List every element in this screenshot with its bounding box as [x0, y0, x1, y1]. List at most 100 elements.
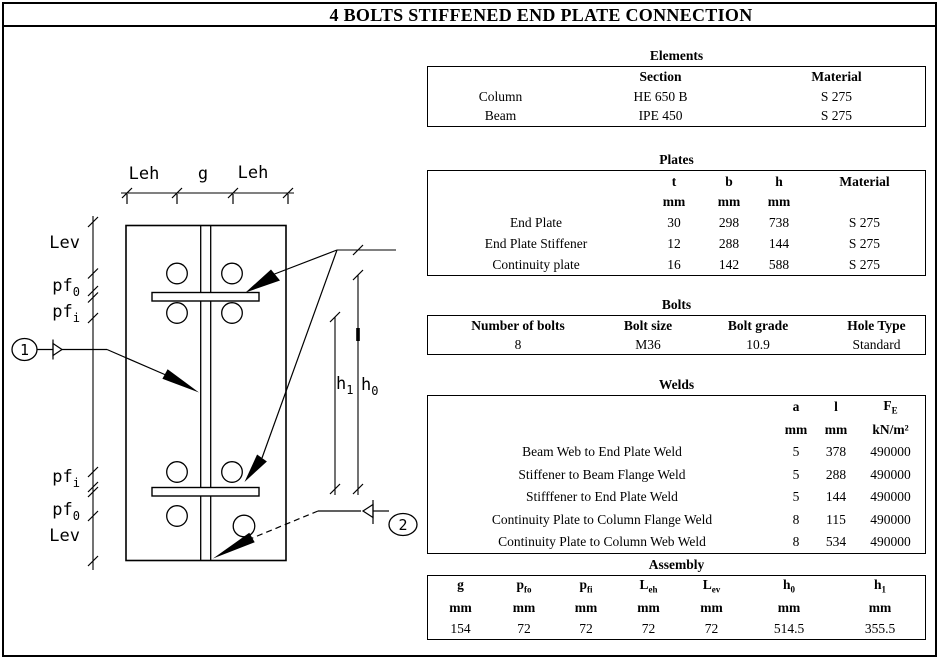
callout-2-bubble: [388, 512, 418, 537]
column-header: g: [457, 577, 464, 593]
leader-arrow-icon: [162, 369, 199, 393]
dim-ticks-h: [329, 244, 364, 495]
dim-label-leh-right: Leh: [238, 163, 269, 183]
table-units-row: mm mm mm mm mm mm mm: [428, 597, 925, 618]
row-label: Beam Web to End Plate Weld: [522, 444, 682, 460]
callout-1-number: 1: [20, 341, 29, 359]
column-header: h0: [782, 577, 795, 595]
cell-value: 490000: [870, 511, 911, 527]
table-row: 8 M36 10.9 Standard: [428, 335, 925, 354]
cell-value: 534: [825, 533, 847, 549]
row-label: Stiffener to Beam Flange Weld: [518, 466, 686, 482]
unit-label: mm: [700, 599, 723, 615]
table-header-row: a l FE: [428, 396, 925, 418]
bolt-holes: [166, 262, 256, 538]
column-header: Hole Type: [847, 317, 906, 333]
bolts-table: Number of bolts Bolt size Bolt grade Hol…: [427, 315, 926, 355]
cell-value: 10.9: [746, 336, 770, 352]
cell-value: 5: [792, 444, 800, 460]
dim-label-lev-top: Lev: [49, 233, 80, 253]
cell-value: 355.5: [864, 620, 896, 636]
cell-value: 144: [825, 489, 847, 505]
bolt-hole: [221, 461, 243, 483]
bolts-table-title: Bolts: [661, 297, 692, 312]
column-header: Leh: [639, 577, 658, 595]
dim-ticks-top: [121, 187, 294, 204]
cell-value: S 275: [848, 215, 881, 231]
cell-value: 490000: [870, 533, 911, 549]
cell-value: 288: [825, 466, 847, 482]
cell-value: 490000: [870, 466, 911, 482]
cell-value: 514.5: [773, 620, 805, 636]
table-header-row: g pfo pfi Leh Lev h0 h1: [428, 576, 925, 597]
bolt-hole: [221, 262, 243, 285]
cell-value: S 275: [848, 256, 881, 272]
unit-label: mm: [784, 421, 808, 437]
cell-value: Standard: [852, 336, 901, 352]
elements-table: Section Material Column HE 650 B S 275 B…: [427, 66, 926, 127]
bolt-hole: [221, 302, 243, 324]
unit-label: mm: [662, 194, 686, 210]
cell-value: 142: [718, 256, 740, 272]
column-header: h: [775, 173, 783, 189]
column-header: Lev: [702, 577, 721, 595]
row-label: End Plate Stiffener: [484, 236, 588, 252]
cell-value: 72: [704, 620, 719, 636]
table-row: Beam IPE 450 S 275: [428, 106, 925, 126]
row-label: Beam: [484, 108, 517, 124]
assembly-table: g pfo pfi Leh Lev h0 h1 mm mm mm mm mm m…: [427, 575, 926, 640]
cell-value: 5: [792, 489, 800, 505]
column-header: a: [792, 399, 800, 415]
unit-label: mm: [574, 599, 598, 615]
cell-value: 115: [826, 511, 846, 527]
table-header-row: Number of bolts Bolt size Bolt grade Hol…: [428, 316, 925, 335]
cell-value: 30: [667, 215, 681, 231]
row-label: End Plate: [509, 215, 563, 231]
column-header: Bolt size: [623, 317, 673, 333]
cell-value: 154: [450, 620, 471, 636]
cell-value: 8: [792, 511, 800, 527]
welds-table: a l FE mm mm kN/m² Beam Web to End Plate…: [427, 395, 926, 554]
column-header: Bolt grade: [727, 317, 789, 333]
elements-table-title: Elements: [649, 48, 704, 63]
table-row: 154 72 72 72 72 514.5 355.5: [428, 618, 925, 639]
cell-value: 298: [718, 215, 740, 231]
unit-label: kN/m²: [872, 421, 909, 437]
cell-value: 144: [768, 236, 790, 252]
cell-value: 72: [579, 620, 593, 636]
drawing-labels: Leh g Leh Lev pf0 pfi pfi pf0 Lev h1 h0 …: [20, 163, 408, 546]
cell-value: S 275: [820, 88, 853, 104]
cell-value: 490000: [870, 444, 911, 460]
column-header: FE: [883, 397, 898, 416]
dim-label-pfi-top: pfi: [52, 302, 80, 325]
table-row: Continuity plate 16 142 588 S 275: [428, 254, 925, 275]
cell-value: 72: [517, 620, 531, 636]
unit-label: mm: [449, 599, 472, 615]
page-title: 4 BOLTS STIFFENED END PLATE CONNECTION: [329, 5, 753, 25]
unit-label: mm: [777, 599, 801, 615]
leader-arrow-icon: [245, 269, 280, 293]
dim-label-pf0-top: pf0: [52, 276, 80, 299]
assembly-table-title: Assembly: [648, 557, 705, 572]
beam-flange-upper: [151, 291, 260, 302]
column-header: Material: [839, 173, 890, 189]
cell-value: 288: [718, 236, 740, 252]
table-row: Continuity Plate to Column Flange Weld 8…: [428, 508, 925, 530]
unit-label: mm: [824, 421, 848, 437]
dim-label-leh-left: Leh: [129, 164, 160, 184]
column-header: pfo: [516, 577, 532, 595]
title-divider: [4, 25, 935, 27]
table-row: End Plate Stiffener 12 288 144 S 275: [428, 233, 925, 254]
bolt-hole: [166, 302, 188, 324]
row-label: Continuity Plate to Column Flange Weld: [491, 511, 713, 527]
bolt-hole: [166, 505, 188, 527]
unit-label: mm: [512, 599, 536, 615]
table-row: Stiffener to Beam Flange Weld 5 288 4900…: [428, 463, 925, 485]
table-row: Continuity Plate to Column Web Weld 8 53…: [428, 531, 925, 553]
connection-drawing: Leh g Leh Lev pf0 pfi pfi pf0 Lev h1 h0 …: [11, 163, 418, 570]
leader-arrow-icon: [213, 532, 255, 559]
bolt-hole: [166, 262, 188, 285]
cell-value: M36: [635, 336, 661, 352]
